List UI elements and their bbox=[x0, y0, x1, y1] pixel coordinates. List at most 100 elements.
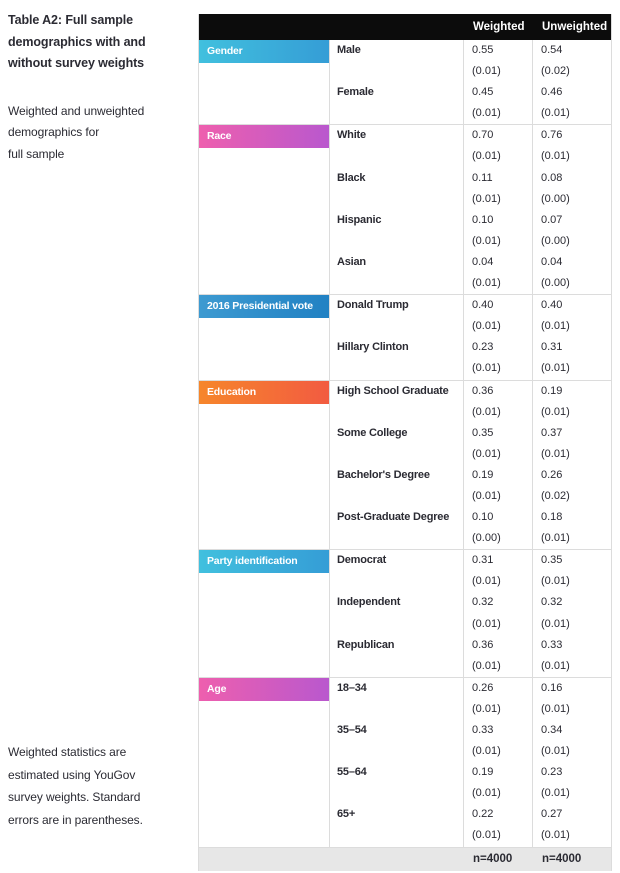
unweighted-se: (0.01) bbox=[532, 741, 611, 763]
se-row: (0.01) (0.01) bbox=[329, 825, 611, 847]
se-row: (0.01) (0.01) bbox=[329, 783, 611, 805]
value-row: High School Graduate 0.36 0.19 bbox=[329, 380, 611, 402]
unweighted-se: (0.00) bbox=[532, 188, 611, 210]
weighted-se: (0.01) bbox=[463, 230, 532, 252]
weighted-value: 0.19 bbox=[463, 464, 532, 486]
attribute-name: Democrat bbox=[329, 550, 463, 572]
unweighted-value: 0.27 bbox=[532, 804, 611, 826]
table-footer-row: n=4000 n=4000 bbox=[199, 846, 611, 871]
sample-size-unweighted: n=4000 bbox=[542, 853, 582, 866]
unweighted-value: 0.31 bbox=[532, 337, 611, 359]
value-row: Asian 0.04 0.04 bbox=[329, 251, 611, 274]
weighted-value: 0.26 bbox=[463, 677, 532, 699]
weighted-value: 0.32 bbox=[463, 592, 532, 614]
attribute-name: Post-Graduate Degree bbox=[329, 507, 463, 529]
se-row: (0.01) (0.01) bbox=[329, 571, 611, 593]
table-section: Race White 0.70 0.76 (0.01) (0.01) Black 0.11 0.… bbox=[199, 124, 611, 295]
category-label: Party identification bbox=[199, 550, 329, 574]
weighted-se: (0.01) bbox=[463, 613, 532, 635]
attribute-name-spacer bbox=[329, 358, 463, 380]
attribute-name: Republican bbox=[329, 634, 463, 656]
weighted-value: 0.40 bbox=[463, 295, 532, 317]
weighted-se: (0.01) bbox=[463, 358, 532, 380]
se-row: (0.01) (0.01) bbox=[329, 358, 611, 380]
attribute-name: White bbox=[329, 125, 463, 147]
unweighted-se: (0.01) bbox=[532, 613, 611, 635]
attribute-name: 65+ bbox=[329, 804, 463, 826]
table-footnote: Weighted statistics are estimated using … bbox=[8, 745, 143, 827]
weighted-value: 0.10 bbox=[463, 507, 532, 529]
unweighted-value: 0.35 bbox=[532, 550, 611, 572]
se-row: (0.01) (0.01) bbox=[329, 146, 611, 168]
weighted-se: (0.01) bbox=[463, 698, 532, 720]
attribute-name-spacer bbox=[329, 825, 463, 847]
value-row: Some College 0.35 0.37 bbox=[329, 422, 611, 444]
unweighted-se: (0.02) bbox=[532, 61, 611, 83]
category-label: Race bbox=[199, 125, 329, 149]
section-rows: Male 0.55 0.54 (0.01) (0.02) Female 0.45 0.46 (0… bbox=[329, 40, 611, 125]
weighted-se: (0.01) bbox=[463, 571, 532, 593]
unweighted-value: 0.37 bbox=[532, 422, 611, 444]
se-row: (0.01) (0.01) bbox=[329, 316, 611, 338]
attribute-name-spacer bbox=[329, 443, 463, 465]
attribute-name: High School Graduate bbox=[329, 380, 463, 402]
attribute-name-spacer bbox=[329, 698, 463, 720]
se-row: (0.01) (0.01) bbox=[329, 443, 611, 465]
attribute-name-spacer bbox=[329, 741, 463, 763]
section-rows: Donald Trump 0.40 0.40 (0.01) (0.01) Hillary … bbox=[329, 295, 611, 380]
se-row: (0.01) (0.00) bbox=[329, 230, 611, 252]
se-row: (0.01) (0.02) bbox=[329, 485, 611, 508]
attribute-name-spacer bbox=[329, 273, 463, 295]
attribute-name-spacer bbox=[329, 571, 463, 593]
unweighted-se: (0.01) bbox=[532, 103, 611, 125]
attribute-name: Hispanic bbox=[329, 209, 463, 231]
unweighted-value: 0.04 bbox=[532, 251, 611, 274]
unweighted-value: 0.26 bbox=[532, 464, 611, 486]
se-row: (0.01) (0.00) bbox=[329, 188, 611, 210]
category-column: Age bbox=[199, 677, 329, 847]
weighted-value: 0.36 bbox=[463, 380, 532, 402]
unweighted-se: (0.01) bbox=[532, 783, 611, 805]
weighted-value: 0.23 bbox=[463, 337, 532, 359]
attribute-name-spacer bbox=[329, 103, 463, 125]
section-rows: 18–34 0.26 0.16 (0.01) (0.01) 35–54 0.33 0.34 (0… bbox=[329, 677, 611, 847]
value-row: 35–54 0.33 0.34 bbox=[329, 720, 611, 742]
category-label: Age bbox=[199, 677, 329, 701]
attribute-name-spacer bbox=[329, 613, 463, 635]
attribute-name-spacer bbox=[329, 61, 463, 83]
value-row: Donald Trump 0.40 0.40 bbox=[329, 295, 611, 317]
weighted-se: (0.01) bbox=[463, 316, 532, 338]
weighted-value: 0.19 bbox=[463, 762, 532, 784]
attribute-name: 18–34 bbox=[329, 677, 463, 699]
attribute-name: Some College bbox=[329, 422, 463, 444]
weighted-value: 0.70 bbox=[463, 125, 532, 147]
unweighted-se: (0.01) bbox=[532, 316, 611, 338]
column-header-weighted: Weighted bbox=[473, 21, 525, 33]
attribute-name: 55–64 bbox=[329, 762, 463, 784]
unweighted-se: (0.01) bbox=[532, 358, 611, 380]
weighted-value: 0.22 bbox=[463, 804, 532, 826]
category-column: Race bbox=[199, 125, 329, 294]
weighted-se: (0.01) bbox=[463, 188, 532, 210]
weighted-se: (0.01) bbox=[463, 103, 532, 125]
se-row: (0.01) (0.01) bbox=[329, 655, 611, 677]
category-column: Education bbox=[199, 380, 329, 550]
se-row: (0.01) (0.02) bbox=[329, 61, 611, 83]
value-row: Democrat 0.31 0.35 bbox=[329, 550, 611, 572]
se-row: (0.01) (0.00) bbox=[329, 273, 611, 295]
se-row: (0.01) (0.01) bbox=[329, 741, 611, 763]
attribute-name: Asian bbox=[329, 251, 463, 274]
unweighted-value: 0.32 bbox=[532, 592, 611, 614]
caption-sidebar: Table A2: Full sample demographics with … bbox=[8, 10, 190, 165]
unweighted-se: (0.00) bbox=[532, 230, 611, 252]
table-section: Education High School Graduate 0.36 0.19 (0.… bbox=[199, 379, 611, 550]
category-column: Gender bbox=[199, 40, 329, 124]
unweighted-se: (0.01) bbox=[532, 571, 611, 593]
attribute-name: Female bbox=[329, 82, 463, 104]
weighted-se: (0.01) bbox=[463, 741, 532, 763]
unweighted-value: 0.40 bbox=[532, 295, 611, 317]
category-label: 2016 Presidential vote bbox=[199, 295, 329, 319]
value-row: White 0.70 0.76 bbox=[329, 125, 611, 147]
value-row: Post-Graduate Degree 0.10 0.18 bbox=[329, 507, 611, 529]
unweighted-se: (0.01) bbox=[532, 443, 611, 465]
